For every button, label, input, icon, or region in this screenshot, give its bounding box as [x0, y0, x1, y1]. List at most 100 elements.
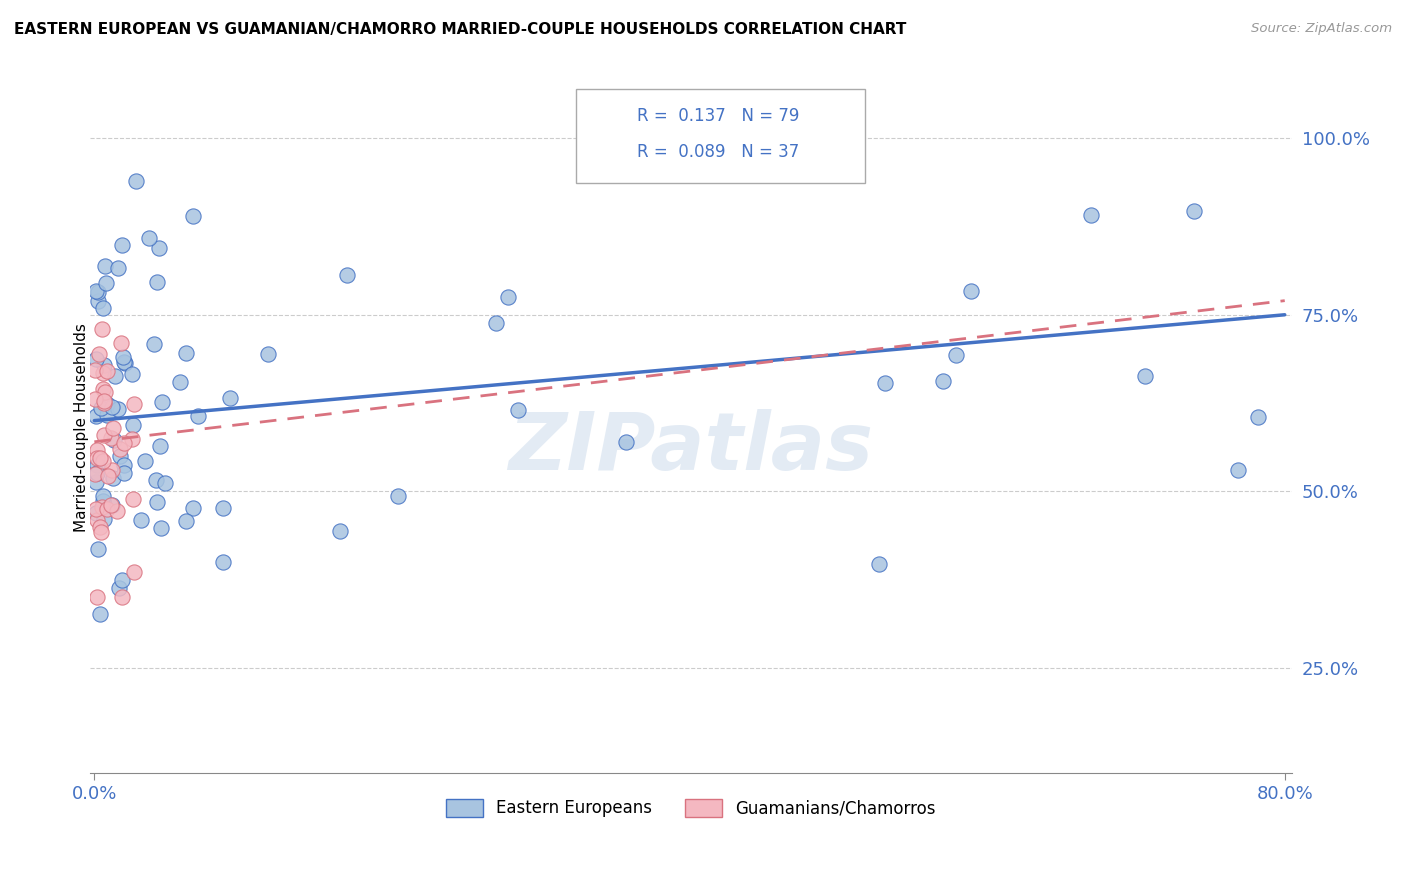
Point: [121, 368, 143, 382]
Point: [91, 366, 114, 380]
Point: [336, 268, 359, 282]
Point: [485, 316, 508, 330]
Point: [111, 238, 134, 252]
Point: [111, 574, 134, 588]
Point: [145, 473, 167, 487]
Point: [150, 520, 173, 534]
Point: [110, 335, 132, 350]
Point: [103, 433, 125, 447]
Point: [96, 501, 118, 516]
Point: [101, 463, 124, 477]
Point: [149, 439, 172, 453]
Point: [387, 489, 409, 503]
Point: [1080, 208, 1102, 222]
Point: [84, 475, 107, 489]
Point: [187, 409, 209, 424]
Point: [91, 494, 114, 508]
Point: [101, 498, 124, 512]
Point: [91, 489, 114, 503]
Point: [96, 364, 118, 378]
Point: [87, 542, 110, 557]
Point: [122, 565, 145, 579]
Point: [121, 432, 143, 446]
Point: [91, 453, 114, 467]
Point: [146, 275, 169, 289]
Point: [108, 581, 131, 595]
Point: [112, 466, 135, 480]
Point: [86, 466, 108, 480]
Point: [84, 284, 107, 298]
Point: [105, 503, 128, 517]
Point: [614, 434, 637, 449]
Legend: Eastern Europeans, Guamanians/Chamorros: Eastern Europeans, Guamanians/Chamorros: [440, 792, 942, 824]
Point: [108, 442, 131, 456]
Point: [155, 475, 177, 490]
Point: [86, 458, 108, 473]
Point: [1226, 462, 1249, 476]
Point: [93, 396, 115, 410]
Point: [122, 397, 145, 411]
Point: [257, 347, 280, 361]
Point: [93, 511, 115, 525]
Point: [86, 450, 108, 465]
Point: [86, 590, 108, 604]
Point: [93, 359, 115, 373]
Point: [94, 259, 117, 273]
Point: [211, 555, 233, 569]
Point: [932, 374, 955, 388]
Text: R =  0.089   N = 37: R = 0.089 N = 37: [637, 143, 799, 161]
Point: [219, 391, 242, 405]
Point: [91, 382, 114, 396]
Point: [1133, 369, 1156, 384]
Point: [93, 393, 115, 408]
Point: [84, 363, 107, 377]
Point: [91, 301, 114, 315]
Text: Source: ZipAtlas.com: Source: ZipAtlas.com: [1251, 22, 1392, 36]
Point: [86, 513, 108, 527]
Point: [93, 427, 115, 442]
Point: [873, 376, 896, 390]
Point: [112, 435, 135, 450]
Point: [97, 468, 120, 483]
Point: [506, 402, 529, 417]
Point: [100, 498, 122, 512]
Point: [181, 209, 204, 223]
Text: EASTERN EUROPEAN VS GUAMANIAN/CHAMORRO MARRIED-COUPLE HOUSEHOLDS CORRELATION CHA: EASTERN EUROPEAN VS GUAMANIAN/CHAMORRO M…: [14, 22, 907, 37]
Point: [100, 431, 122, 445]
Point: [101, 400, 124, 414]
Point: [104, 369, 127, 384]
Point: [84, 501, 107, 516]
Point: [89, 450, 111, 465]
Point: [90, 525, 112, 540]
Point: [96, 397, 118, 411]
Point: [868, 557, 890, 571]
Point: [103, 420, 125, 434]
Point: [84, 467, 107, 482]
Point: [1247, 410, 1270, 425]
Point: [84, 352, 107, 367]
Point: [212, 500, 235, 515]
Point: [329, 524, 352, 538]
Point: [176, 346, 198, 360]
Point: [91, 500, 114, 514]
Point: [112, 350, 135, 364]
Point: [87, 285, 110, 299]
Point: [87, 294, 110, 309]
Point: [90, 322, 112, 336]
Y-axis label: Married-couple Households: Married-couple Households: [75, 323, 89, 533]
Point: [89, 607, 111, 622]
Point: [121, 492, 143, 507]
Point: [87, 347, 110, 361]
Point: [107, 401, 129, 416]
Point: [114, 356, 136, 370]
Point: [150, 395, 173, 409]
Text: ZIPatlas: ZIPatlas: [509, 409, 873, 487]
Point: [121, 417, 143, 432]
Point: [134, 454, 156, 468]
Point: [96, 409, 118, 423]
Point: [496, 290, 519, 304]
Point: [146, 495, 169, 509]
Point: [959, 284, 981, 298]
Point: [101, 471, 124, 485]
Point: [107, 260, 129, 275]
